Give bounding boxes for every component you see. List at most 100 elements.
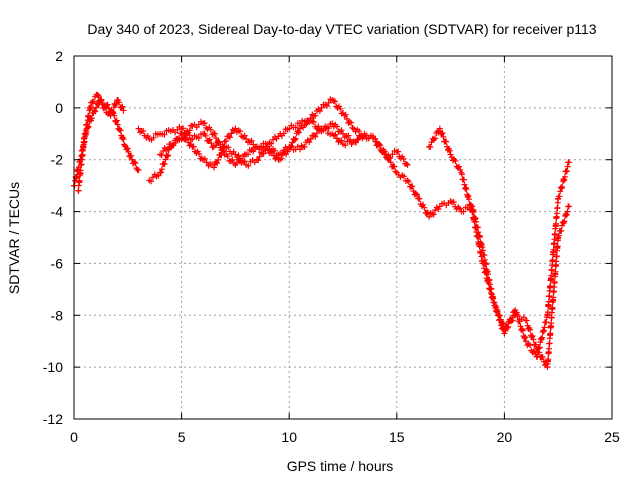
data-trace-markers (256, 143, 269, 154)
data-point-marker (296, 146, 303, 153)
plot-frame (73, 55, 613, 420)
y-tick-label: -8 (51, 307, 64, 323)
data-point-marker (178, 135, 185, 142)
data-point-marker (94, 91, 101, 98)
data-trace-markers (277, 126, 291, 139)
chart-title: Day 340 of 2023, Sidereal Day-to-day VTE… (87, 21, 596, 37)
x-tick-label: 20 (497, 429, 513, 445)
data-trace-markers (330, 131, 345, 145)
data-trace-markers (330, 121, 345, 135)
data-point-marker (318, 104, 325, 111)
data-point-marker (286, 125, 293, 132)
data-trace-markers (245, 157, 258, 169)
data-point-marker (340, 130, 346, 137)
data-trace-markers (123, 145, 135, 160)
data-point-marker (307, 115, 314, 122)
data-trace-markers (384, 155, 399, 175)
data-point-marker (135, 167, 142, 174)
data-point-marker (404, 177, 411, 184)
data-point-marker (210, 164, 217, 171)
data-markers (71, 91, 572, 371)
data-trace-markers (212, 130, 227, 155)
grid-lines (74, 56, 612, 419)
y-tick-label: -2 (51, 152, 64, 168)
data-trace-markers (502, 308, 518, 334)
data-trace-markers (266, 133, 280, 147)
data-point-marker (189, 135, 196, 142)
axis-ticks: 0 5 10 15 20 25 -12 -10 -8 -6 -4 -2 0 2 (43, 48, 620, 445)
y-tick-label: -4 (51, 204, 64, 220)
data-point-marker (120, 107, 127, 114)
data-trace-markers (480, 260, 496, 301)
data-point-marker (447, 151, 454, 158)
data-trace-markers (75, 134, 88, 194)
data-trace-markers (170, 123, 183, 136)
data-trace-markers (309, 106, 323, 119)
y-tick-label: -10 (43, 359, 63, 375)
data-trace-markers (341, 111, 356, 131)
data-trace-markers (287, 128, 302, 151)
data-trace-markers (148, 130, 161, 143)
data-trace-markers (201, 120, 216, 138)
data-point-marker (383, 151, 390, 158)
data-trace-markers (266, 148, 280, 162)
data-trace-markers (116, 127, 128, 149)
y-axis-label: SDTVAR / TECUs (6, 182, 22, 294)
data-point-marker (426, 213, 433, 220)
data-trace-markers (449, 199, 463, 212)
data-trace-markers (491, 299, 507, 333)
data-trace-markers (524, 341, 539, 357)
data-trace-markers (469, 209, 486, 265)
data-trace-markers (342, 138, 355, 149)
data-trace-markers (190, 143, 205, 162)
data-trace-markers (245, 145, 259, 158)
data-point-marker (329, 120, 336, 127)
data-trace-markers (373, 141, 388, 155)
data-point-marker (522, 338, 529, 345)
data-trace-markers (544, 196, 561, 318)
data-trace-markers (523, 317, 539, 348)
x-axis-label: GPS time / hours (287, 458, 394, 474)
y-tick-label: 0 (55, 100, 63, 116)
data-point-marker (178, 130, 185, 137)
data-trace-markers (512, 309, 529, 342)
data-point-marker (361, 133, 368, 140)
y-tick-label: -6 (51, 255, 64, 271)
data-trace-markers (108, 100, 120, 115)
data-trace-markers (405, 178, 421, 198)
series-satellite-track-7 (426, 125, 572, 360)
y-tick-label: -12 (43, 411, 63, 427)
x-tick-label: 10 (281, 429, 297, 445)
data-trace-markers (298, 137, 313, 151)
data-trace-markers (395, 148, 410, 167)
x-tick-label: 25 (604, 429, 620, 445)
data-trace-markers (91, 100, 102, 115)
data-point-marker (307, 135, 314, 142)
data-trace-markers (159, 127, 172, 138)
data-trace-markers (555, 159, 572, 200)
data-trace-markers (115, 97, 126, 111)
data-trace-markers (439, 200, 452, 209)
data-trace-markers (437, 129, 453, 154)
x-tick-label: 0 (70, 429, 78, 445)
data-trace-markers (556, 203, 572, 239)
data-trace-markers (223, 126, 238, 144)
data-trace-markers (534, 314, 550, 360)
data-point-marker (107, 112, 114, 119)
data-point-marker (565, 203, 572, 210)
data-trace-markers (277, 148, 291, 163)
data-point-marker (135, 125, 142, 132)
data-trace-markers (170, 135, 183, 148)
series-satellite-track-5 (157, 96, 368, 168)
data-trace-markers (459, 171, 475, 213)
data-trace-markers (233, 127, 248, 141)
data-point-marker (404, 161, 411, 168)
data-trace-markers (137, 128, 151, 141)
data-trace-markers (82, 103, 94, 137)
data-trace-markers (148, 171, 162, 185)
data-point-marker (372, 138, 379, 145)
data-trace-markers (298, 117, 313, 131)
series-satellite-track-2 (75, 91, 127, 194)
data-trace-markers (223, 144, 237, 157)
